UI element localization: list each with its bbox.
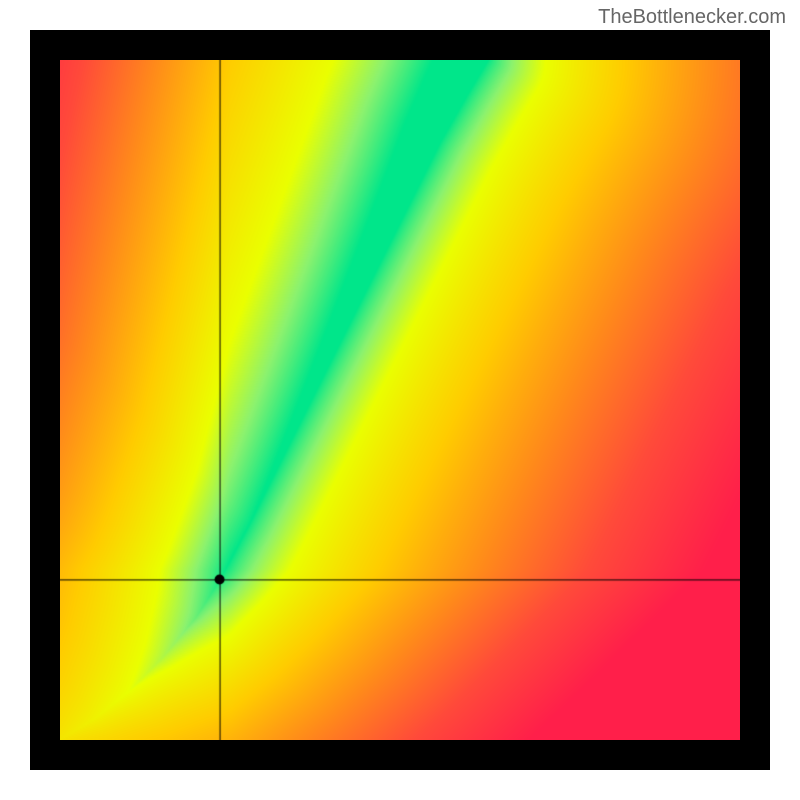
overlay-canvas: [60, 60, 740, 740]
plot-frame: [30, 30, 770, 770]
watermark-text: TheBottlenecker.com: [598, 6, 786, 29]
chart-container: TheBottlenecker.com: [0, 0, 800, 800]
plot-area: [60, 60, 740, 740]
